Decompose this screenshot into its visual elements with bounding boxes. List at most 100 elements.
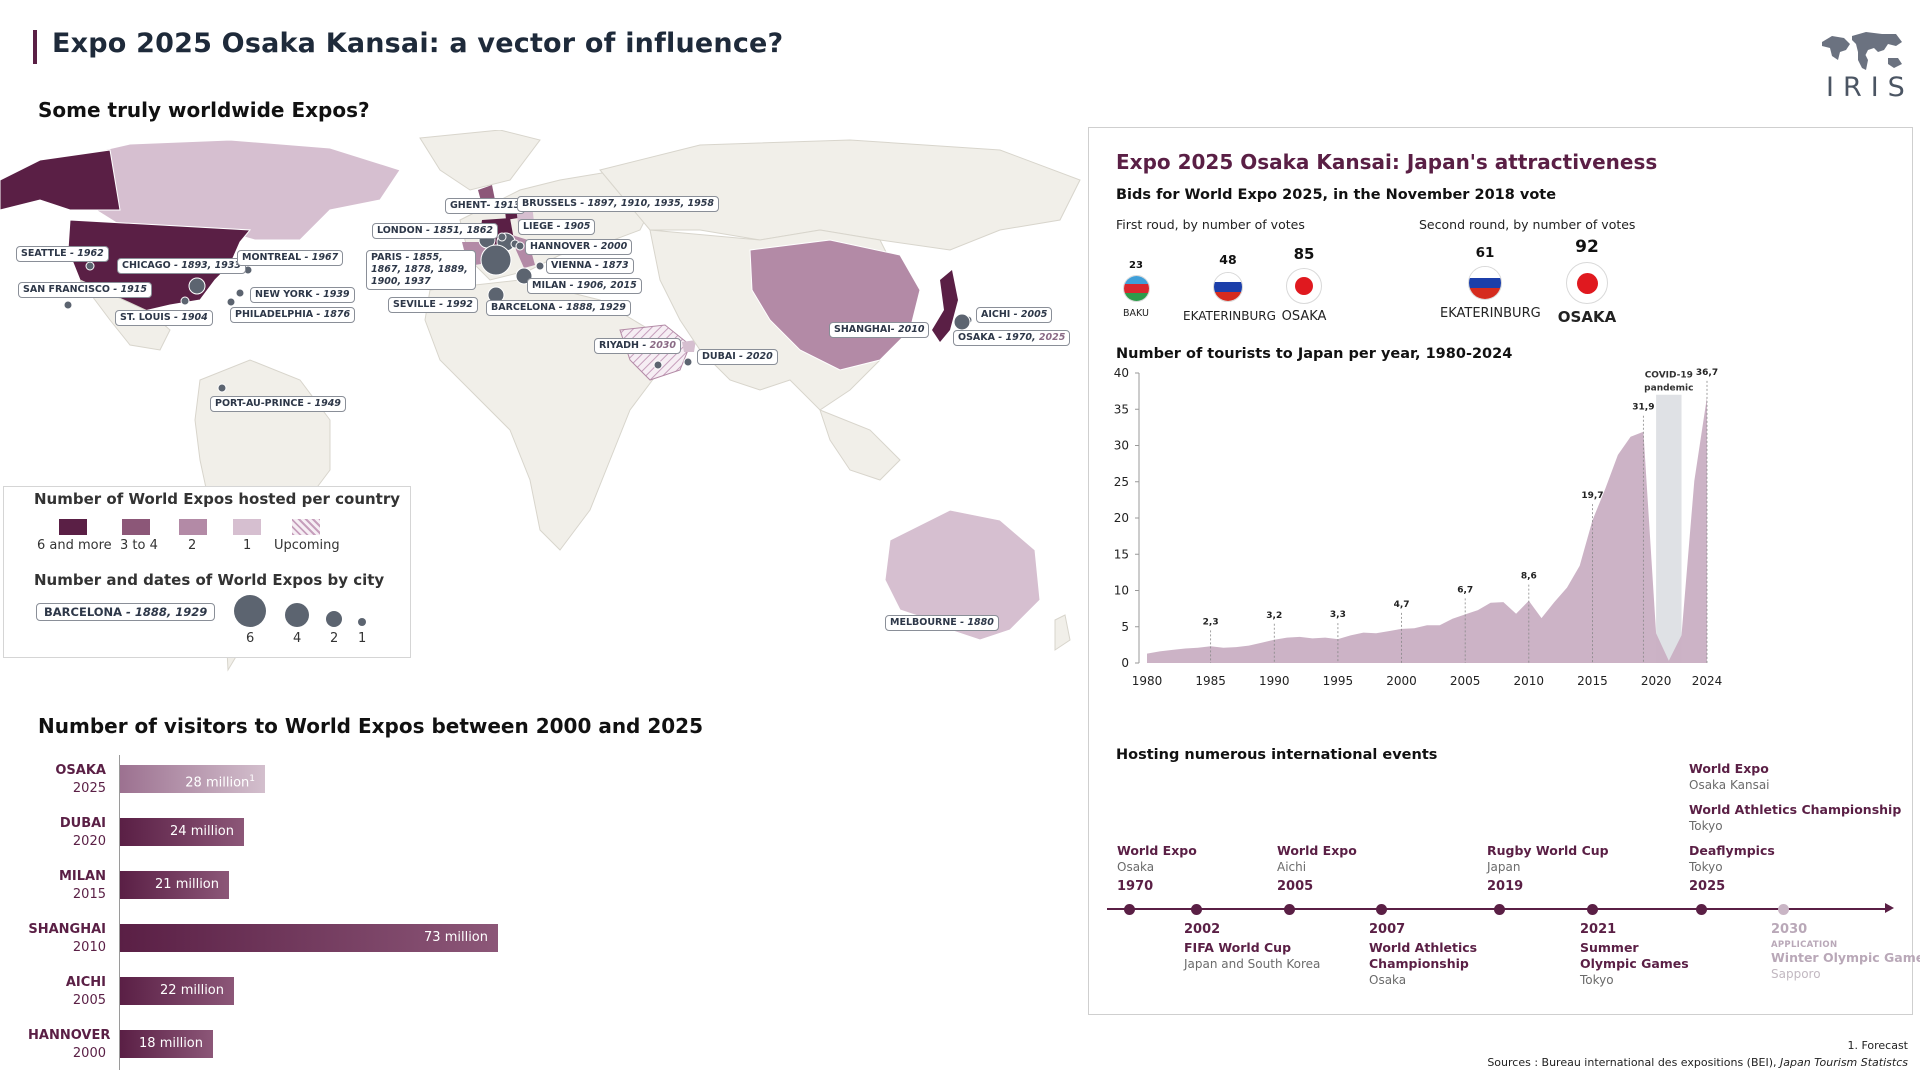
tourist-area-chart: 0 5 10 15 20 25 30 35 40 1980 1985 1990 1995 2000 2005… — [1114, 368, 1723, 688]
timeline-event-label: World Athletics Championship — [1369, 940, 1478, 971]
city-label-port-au-prince: PORT-AU-PRINCE - 1949 — [210, 396, 346, 412]
legend-swatch-1 — [233, 519, 261, 535]
timeline-year: 2021 — [1580, 922, 1617, 937]
vote-osaka-2: 92 OSAKA — [1557, 237, 1617, 326]
greenland-shape — [419, 130, 541, 191]
visitors-year-label: 2025 — [72, 781, 106, 796]
timeline-event-place: Sapporo — [1771, 967, 1821, 981]
bubble-san-francisco — [63, 300, 73, 310]
timeline-event: World Expo Osaka Kansai World Athletics Ch… — [1689, 761, 1901, 894]
x-tick-label: 1985 — [1195, 674, 1226, 688]
timeline-event-place: Japan — [1487, 860, 1521, 874]
data-label: 3,2 — [1266, 611, 1282, 621]
city-label-new-york: NEW YORK - 1939 — [250, 287, 355, 303]
y-tick-label: 30 — [1114, 439, 1129, 453]
azerbaijan-flag-icon — [1122, 275, 1150, 302]
timeline-dot — [1376, 903, 1387, 915]
alaska-shape — [0, 149, 121, 211]
timeline-event-place: Tokyo — [1689, 819, 1723, 833]
city-label-st-louis: ST. LOUIS - 1904 — [115, 310, 213, 326]
footnote: 1. Forecast — [1847, 1039, 1908, 1052]
legend-countries-title: Number of World Expos hosted per country — [34, 490, 401, 508]
legend-bubble-1: 1 — [358, 631, 367, 646]
vote-baku: 23 BAKU — [1122, 260, 1150, 319]
data-label: 6,7 — [1457, 585, 1473, 595]
timeline-event-label: Rugby World Cup — [1487, 843, 1609, 858]
legend-bubbles — [234, 595, 366, 627]
bubble-dubai — [683, 357, 693, 367]
iris-logo: IRIS — [1818, 28, 1908, 103]
bubble-hannover — [515, 241, 525, 251]
timeline-year: 2002 — [1184, 922, 1221, 937]
data-label: 3,3 — [1330, 610, 1346, 620]
data-label: 31,9 — [1632, 403, 1654, 413]
japan-shape — [932, 270, 958, 342]
timeline-year: 2025 — [1689, 879, 1726, 894]
x-tick-label: 1980 — [1132, 674, 1163, 688]
vote-ekaterinburg-1: 48 EKATERINBURG — [1183, 252, 1276, 323]
city-label-riyadh: RIYADH - 2030 — [594, 338, 682, 354]
timeline-event-label: World Expo — [1117, 843, 1197, 858]
visitors-city-label: MILAN — [59, 869, 106, 884]
visitors-bar: 18 million — [120, 1030, 213, 1058]
visitors-bar: 22 million — [120, 977, 234, 1005]
city-label-seville: SEVILLE - 1992 — [388, 297, 478, 313]
timeline-event: World Expo Osaka 1970 — [1117, 843, 1197, 894]
legend-label-1: 1 — [243, 538, 252, 553]
sources: Sources : Bureau international des expos… — [1487, 1056, 1908, 1069]
legend-cities-title: Number and dates of World Expos by city — [34, 571, 385, 589]
map-section-title: Some truly worldwide Expos? — [38, 98, 370, 122]
city-label-milan: MILAN - 1906, 2015 — [527, 278, 642, 294]
city-label-seattle: SEATTLE - 1962 — [16, 246, 109, 262]
timeline-event-label: World Expo — [1689, 761, 1769, 776]
title-accent-bar — [33, 30, 37, 64]
events-timeline: World Expo Osaka 1970 2002 FIFA World Cup Jap… — [1089, 761, 1920, 1018]
legend-bubble-4: 4 — [293, 631, 302, 646]
data-label: 2,3 — [1203, 617, 1219, 627]
legend-swatch-6plus — [59, 519, 87, 535]
visitors-year-label: 2015 — [72, 887, 106, 902]
bubble-ghent — [497, 232, 507, 242]
city-label-aichi: AICHI - 2005 — [976, 307, 1053, 323]
legend-example-city: BARCELONA - 1888, 1929 — [36, 603, 216, 621]
timeline-event: 2021 Summer Olympic Games Tokyo — [1580, 922, 1690, 988]
bubble-paris — [480, 244, 512, 276]
timeline-year: 2007 — [1369, 922, 1406, 937]
legend-label-6plus: 6 and more — [37, 538, 112, 553]
bubble-new-york — [235, 288, 245, 298]
timeline-event: 2007 World Athletics Championship Osaka — [1369, 922, 1479, 988]
timeline-event-place: Tokyo — [1580, 973, 1614, 987]
bubble-seattle — [85, 261, 95, 271]
timeline-event: Rugby World Cup Japan 2019 — [1487, 843, 1609, 894]
visitors-title: Number of visitors to World Expos betwee… — [38, 714, 703, 738]
bids-title: Bids for World Expo 2025, in the Novembe… — [1116, 187, 1557, 203]
bubble-chicago — [188, 277, 206, 295]
logo-text: IRIS — [1826, 72, 1914, 103]
visitors-bar: 73 million — [120, 924, 498, 952]
tourists-title: Number of tourists to Japan per year, 19… — [1116, 346, 1513, 362]
data-label: 36,7 — [1696, 368, 1718, 378]
city-label-shanghai: SHANGHAI- 2010 — [829, 322, 930, 338]
y-tick-label: 15 — [1114, 547, 1129, 561]
data-label: 19,7 — [1581, 491, 1603, 501]
legend-bubble-6: 6 — [246, 631, 255, 646]
city-label-philadelphia: PHILADELPHIA - 1876 — [230, 307, 356, 323]
city-label-san-francisco: SAN FRANCISCO - 1915 — [18, 282, 152, 298]
timeline-event-label: Winter Olympic Games — [1771, 950, 1920, 965]
russia-flag-icon — [1213, 272, 1243, 302]
timeline-event-label: Deaflympics — [1689, 843, 1775, 858]
data-label: 4,7 — [1394, 600, 1410, 610]
city-label-montreal: MONTREAL - 1967 — [237, 250, 344, 266]
timeline-event-label: World Expo — [1277, 843, 1357, 858]
city-label-brussels: BRUSSELS - 1897, 1910, 1935, 1958 — [517, 196, 719, 212]
russia-flag-icon — [1468, 266, 1502, 300]
timeline-year: 2005 — [1277, 879, 1314, 894]
x-tick-label: 2024 — [1692, 674, 1723, 688]
timeline-event-place: Aichi — [1277, 860, 1307, 874]
visitors-city-label: AICHI — [65, 975, 106, 990]
visitors-year-label: 2005 — [72, 993, 106, 1008]
timeline-event-label: World Athletics Championship — [1689, 802, 1902, 817]
new-zealand-shape — [1054, 614, 1071, 651]
legend-label-2: 2 — [188, 538, 197, 553]
y-tick-label: 20 — [1114, 511, 1129, 525]
